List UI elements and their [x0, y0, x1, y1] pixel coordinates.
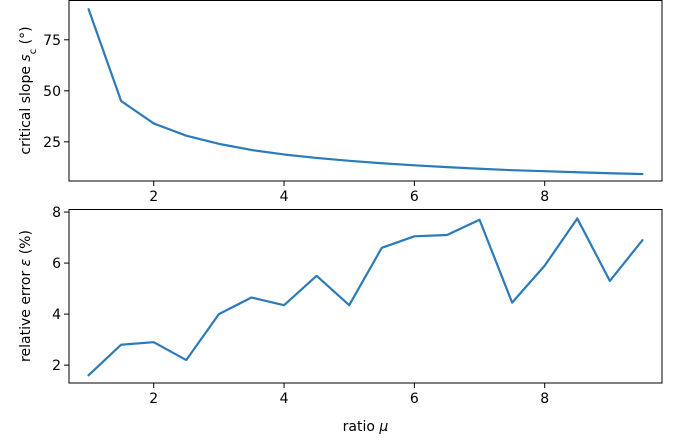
x-axis-label: ratio μ — [343, 419, 389, 435]
y-tick-label: 50 — [43, 84, 61, 100]
y-axis-label: critical slope sc (°) — [18, 26, 39, 154]
x-tick-label: 6 — [410, 391, 419, 407]
x-tick-label: 6 — [410, 189, 419, 205]
x-tick-label: 2 — [149, 189, 158, 205]
x-tick-label: 2 — [149, 391, 158, 407]
plot-frame — [68, 0, 663, 182]
plot-frame — [68, 209, 663, 384]
y-tick-label: 25 — [43, 135, 61, 151]
y-tick-label: 4 — [52, 307, 61, 323]
y-axis-label: relative error ε (%) — [18, 230, 34, 362]
x-tick-label: 4 — [280, 189, 289, 205]
y-tick-label: 8 — [52, 205, 61, 221]
chart-panel-2: 2 4 6 8 2 4 6 8 relative error ε (%) ratio μ — [18, 205, 663, 435]
series-line — [87, 217, 644, 377]
y-tick-label: 2 — [52, 358, 61, 374]
x-tick-label: 8 — [540, 391, 549, 407]
x-tick-label: 8 — [540, 189, 549, 205]
series-line — [87, 8, 644, 176]
x-tick-label: 4 — [280, 391, 289, 407]
y-tick-label: 6 — [52, 256, 61, 272]
y-tick-label: 75 — [43, 33, 61, 49]
